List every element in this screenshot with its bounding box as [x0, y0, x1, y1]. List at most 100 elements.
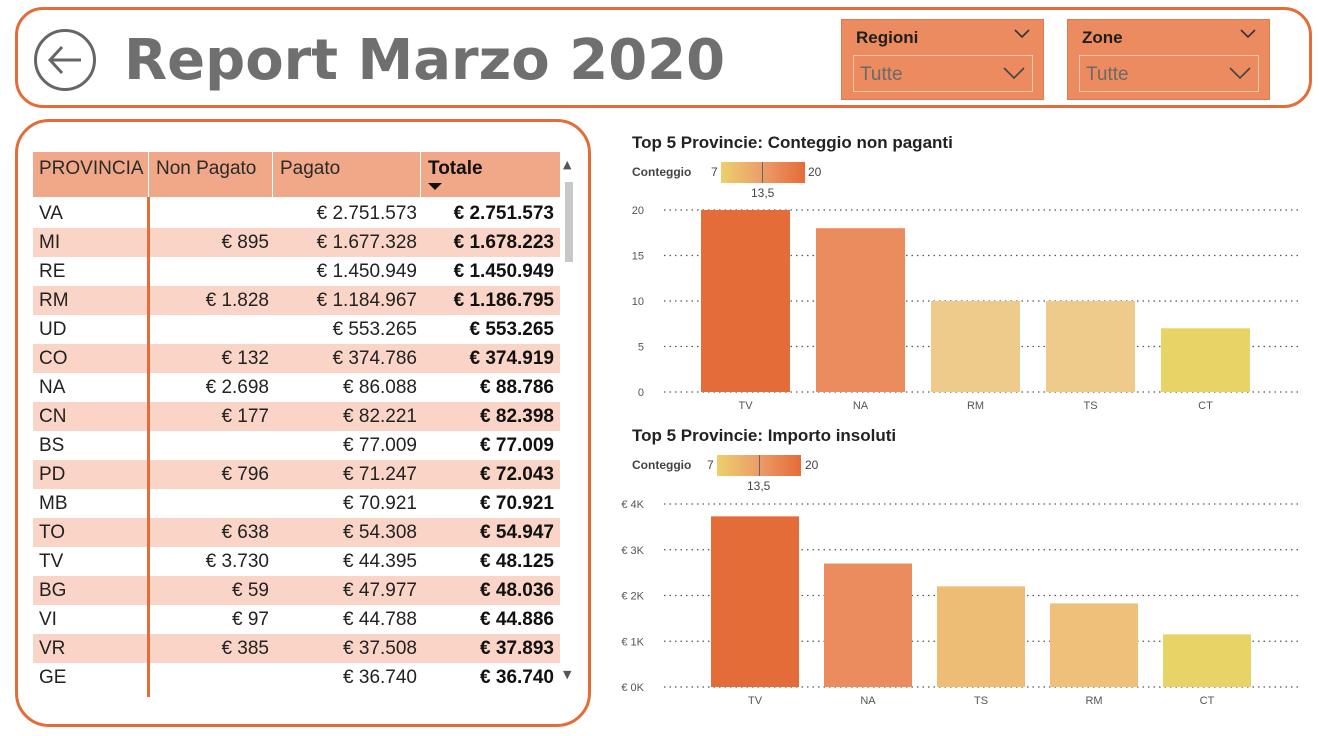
bar-ct[interactable] — [1161, 328, 1250, 392]
cell-totale: € 88.786 — [480, 377, 554, 398]
table-row[interactable]: MB € 70.921 € 70.921 — [33, 489, 560, 518]
slicer-regioni-dropdown[interactable]: Tutte — [853, 55, 1033, 92]
arrow-left-circle-icon — [47, 45, 81, 75]
table-row[interactable]: TO € 638 € 54.308 € 54.947 — [33, 518, 560, 547]
cell-pagato: € 47.977 — [343, 580, 417, 601]
cell-totale: € 1.186.795 — [453, 290, 554, 311]
cell-pagato: € 37.508 — [343, 638, 417, 659]
chart-title-non-paganti: Top 5 Provincie: Conteggio non paganti — [632, 133, 953, 152]
bar-na[interactable] — [816, 228, 905, 392]
x-tick-label: RM — [967, 400, 984, 412]
bar-chart-non-paganti: 0 5 10 15 20 TV NA RM TS CT — [632, 205, 1298, 412]
slicer-zone: Zone Tutte — [1067, 19, 1270, 100]
y-tick-label: 20 — [632, 205, 644, 217]
x-tick-label: TV — [748, 695, 763, 707]
cell-non-pagato: € 385 — [221, 638, 269, 659]
cell-provincia: BS — [39, 435, 65, 456]
cell-provincia: VR — [39, 638, 66, 659]
cell-non-pagato: € 638 — [221, 522, 269, 543]
y-tick-label: € 1K — [621, 636, 644, 648]
table-row[interactable]: VI € 97 € 44.788 € 44.886 — [33, 605, 560, 634]
cell-provincia: MI — [39, 232, 61, 253]
y-tick-label: € 0K — [621, 682, 644, 694]
back-button[interactable] — [34, 29, 96, 91]
column-header-provincia[interactable]: PROVINCIA — [39, 158, 144, 179]
chevron-down-icon[interactable] — [1014, 29, 1030, 39]
cell-provincia: UD — [39, 319, 67, 340]
legend-min: 7 — [711, 165, 718, 179]
cell-pagato: € 71.247 — [343, 464, 417, 485]
bar-tv[interactable] — [711, 516, 799, 687]
cell-totale: € 2.751.573 — [453, 203, 554, 224]
cell-provincia: TO — [39, 522, 66, 543]
cell-non-pagato: € 1.828 — [205, 290, 269, 311]
cell-totale: € 1.450.949 — [453, 261, 554, 282]
table-row[interactable]: RE € 1.450.949 € 1.450.949 — [33, 257, 560, 286]
column-divider — [272, 152, 273, 197]
table-row[interactable]: VR € 385 € 37.508 € 37.893 — [33, 634, 560, 663]
y-tick-label: 10 — [632, 296, 644, 308]
table-scrollbar[interactable]: ▲ ▼ — [563, 152, 575, 686]
table-row[interactable]: BS € 77.009 € 77.009 — [33, 431, 560, 460]
cell-totale: € 553.265 — [469, 319, 554, 340]
scroll-up-icon[interactable]: ▲ — [563, 158, 572, 171]
cell-provincia: VI — [39, 609, 57, 630]
y-tick-label: € 2K — [621, 591, 644, 603]
cell-totale: € 44.886 — [480, 609, 554, 630]
legend-gradient — [721, 162, 805, 183]
cell-pagato: € 77.009 — [343, 435, 417, 456]
slicer-zone-dropdown[interactable]: Tutte — [1079, 55, 1259, 92]
cell-totale: € 72.043 — [480, 464, 554, 485]
cell-non-pagato: € 2.698 — [205, 377, 269, 398]
y-tick-label: € 3K — [621, 545, 644, 557]
table-row[interactable]: NA € 2.698 € 86.088 € 88.786 — [33, 373, 560, 402]
legend-max: 20 — [808, 165, 822, 179]
column-divider — [148, 152, 149, 197]
table-row[interactable]: VA € 2.751.573 € 2.751.573 — [33, 199, 560, 228]
cell-pagato: € 1.450.949 — [316, 261, 417, 282]
scroll-down-icon[interactable]: ▼ — [563, 668, 572, 681]
bar-ct[interactable] — [1163, 634, 1251, 687]
x-tick-label: RM — [1085, 695, 1102, 707]
chevron-down-icon[interactable] — [1240, 29, 1256, 39]
table-row[interactable]: GE € 36.740 € 36.740 — [33, 663, 560, 692]
table-row[interactable]: CN € 177 € 82.221 € 82.398 — [33, 402, 560, 431]
cell-totale: € 36.740 — [480, 667, 554, 688]
y-tick-label: 15 — [632, 251, 644, 263]
bar-rm[interactable] — [1050, 603, 1138, 687]
table-row[interactable]: PD € 796 € 71.247 € 72.043 — [33, 460, 560, 489]
bar-chart-importo-insoluti: € 0K € 1K € 2K € 3K € 4K TV NA TS RM CT — [621, 499, 1298, 707]
chart-title-importo-insoluti: Top 5 Provincie: Importo insoluti — [632, 426, 897, 445]
cell-totale: € 48.036 — [480, 580, 554, 601]
chevron-down-icon — [1003, 67, 1025, 80]
table-row[interactable]: TV € 3.730 € 44.395 € 48.125 — [33, 547, 560, 576]
column-header-pagato[interactable]: Pagato — [280, 158, 341, 179]
cell-totale: € 48.125 — [480, 551, 554, 572]
bar-rm[interactable] — [931, 301, 1020, 392]
slicer-regioni-value: Tutte — [860, 64, 903, 85]
cell-non-pagato: € 895 — [221, 232, 269, 253]
cell-provincia: MB — [39, 493, 68, 514]
bar-na[interactable] — [824, 563, 912, 687]
cell-non-pagato: € 177 — [221, 406, 269, 427]
column-header-non-pagato[interactable]: Non Pagato — [156, 158, 257, 179]
bar-ts[interactable] — [937, 586, 1025, 687]
legend-midpoint — [759, 455, 760, 476]
cell-pagato: € 82.221 — [343, 406, 417, 427]
cell-provincia: TV — [39, 551, 64, 572]
cell-totale: € 82.398 — [480, 406, 554, 427]
table-row[interactable]: CO € 132 € 374.786 € 374.919 — [33, 344, 560, 373]
x-tick-label: NA — [853, 400, 869, 412]
scrollbar-thumb[interactable] — [565, 182, 573, 262]
table-row[interactable]: UD € 553.265 € 553.265 — [33, 315, 560, 344]
table-row[interactable]: BG € 59 € 47.977 € 48.036 — [33, 576, 560, 605]
bar-ts[interactable] — [1046, 301, 1135, 392]
x-tick-label: TS — [974, 695, 988, 707]
table-row[interactable]: MI € 895 € 1.677.328 € 1.678.223 — [33, 228, 560, 257]
legend-max: 20 — [805, 458, 819, 472]
column-header-totale[interactable]: Totale — [428, 158, 483, 179]
bar-tv[interactable] — [701, 210, 790, 392]
table-row[interactable]: RM € 1.828 € 1.184.967 € 1.186.795 — [33, 286, 560, 315]
cell-non-pagato: € 3.730 — [205, 551, 269, 572]
cell-pagato: € 374.786 — [332, 348, 417, 369]
